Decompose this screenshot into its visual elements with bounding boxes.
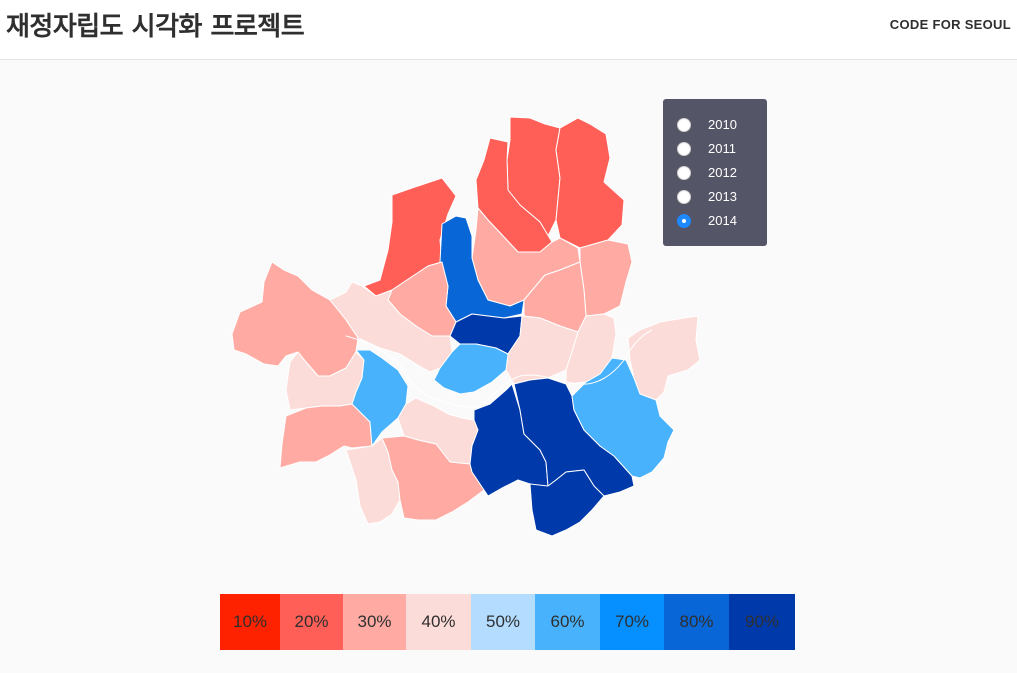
brand-link[interactable]: CODE FOR SEOUL	[889, 17, 1011, 32]
district-gangnam[interactable]	[513, 377, 635, 497]
year-label: 2010	[708, 117, 737, 132]
year-selector-panel: 2010 2011 2012 2013 2014	[663, 99, 767, 246]
legend-cell: 70%	[600, 594, 664, 650]
district-seocho-south[interactable]	[529, 469, 605, 537]
radio-2012[interactable]	[677, 166, 691, 180]
legend-cell: 80%	[664, 594, 729, 650]
legend-cell: 50%	[471, 594, 535, 650]
legend-cell: 60%	[535, 594, 600, 650]
district-songpa[interactable]	[571, 357, 675, 479]
radio-2010[interactable]	[677, 118, 691, 132]
han-river	[345, 329, 653, 408]
year-option-2010[interactable]: 2010	[677, 115, 761, 135]
seoul-district-map	[231, 116, 701, 537]
radio-2013[interactable]	[677, 190, 691, 204]
year-label: 2012	[708, 165, 737, 180]
district-nowon[interactable]	[555, 117, 625, 249]
year-option-2012[interactable]: 2012	[677, 163, 761, 183]
page-title: 재정자립도 시각화 프로젝트	[6, 12, 305, 42]
legend-cell: 30%	[343, 594, 406, 650]
year-label: 2013	[708, 189, 737, 204]
district-guro[interactable]	[279, 403, 373, 469]
district-gwanak[interactable]	[381, 435, 485, 521]
district-gangdong[interactable]	[627, 315, 701, 401]
year-option-2011[interactable]: 2011	[677, 139, 761, 159]
legend-cell: 40%	[406, 594, 471, 650]
color-legend: 10% 20% 30% 40% 50% 60% 70% 80% 90%	[220, 594, 795, 650]
district-jungnang[interactable]	[579, 239, 633, 317]
year-label: 2011	[708, 141, 736, 156]
district-yongsan[interactable]	[433, 343, 509, 395]
legend-cell: 10%	[220, 594, 280, 650]
legend-cell: 90%	[729, 594, 795, 650]
legend-cell: 20%	[280, 594, 343, 650]
year-option-2014[interactable]: 2014	[677, 211, 761, 231]
app-header: 재정자립도 시각화 프로젝트 CODE FOR SEOUL	[0, 0, 1017, 60]
district-yeongdeungpo[interactable]	[351, 349, 409, 447]
year-option-2013[interactable]: 2013	[677, 187, 761, 207]
year-label: 2014	[708, 213, 737, 228]
radio-2014[interactable]	[677, 214, 691, 228]
district-mapo[interactable]	[329, 281, 453, 373]
radio-2011[interactable]	[677, 142, 691, 156]
